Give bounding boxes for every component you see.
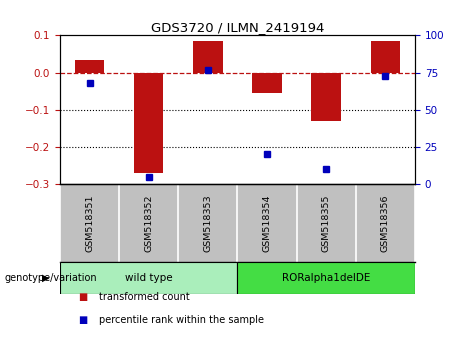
Bar — [134, 73, 164, 173]
Bar — [311, 73, 341, 121]
Text: RORalpha1delDE: RORalpha1delDE — [282, 273, 370, 283]
Text: GSM518351: GSM518351 — [85, 194, 94, 252]
Text: GSM518353: GSM518353 — [203, 194, 213, 252]
Text: wild type: wild type — [125, 273, 172, 283]
Text: genotype/variation: genotype/variation — [5, 273, 97, 283]
Bar — [371, 41, 400, 73]
Text: GSM518354: GSM518354 — [262, 194, 272, 252]
Bar — [60, 262, 237, 294]
Text: ■: ■ — [78, 315, 88, 325]
Bar — [237, 262, 415, 294]
Text: ▶: ▶ — [42, 273, 50, 283]
Bar — [193, 41, 223, 73]
Title: GDS3720 / ILMN_2419194: GDS3720 / ILMN_2419194 — [151, 21, 324, 34]
Bar — [252, 73, 282, 93]
Text: percentile rank within the sample: percentile rank within the sample — [99, 315, 264, 325]
Bar — [75, 59, 104, 73]
Text: ■: ■ — [78, 292, 88, 302]
Text: GSM518355: GSM518355 — [322, 194, 331, 252]
Text: GSM518356: GSM518356 — [381, 194, 390, 252]
Text: GSM518352: GSM518352 — [144, 194, 153, 252]
Text: transformed count: transformed count — [99, 292, 190, 302]
